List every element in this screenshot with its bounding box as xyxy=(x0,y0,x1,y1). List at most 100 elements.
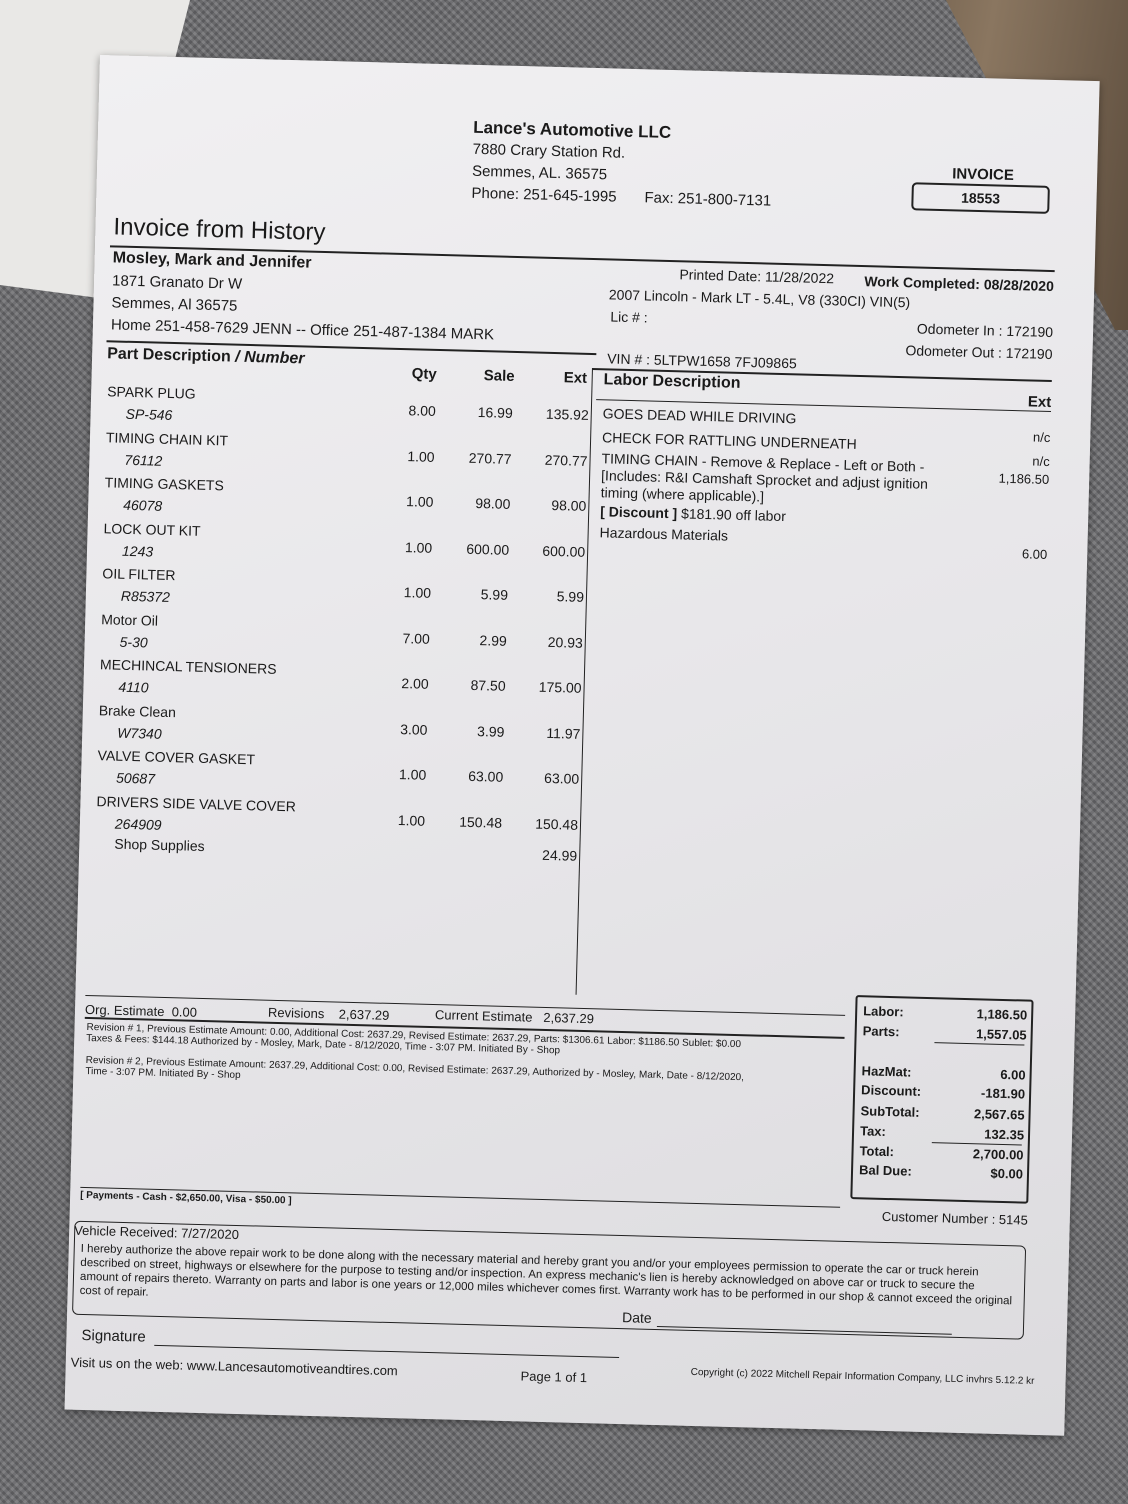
part-sale: 3.99 xyxy=(476,722,505,740)
part-number: 264909 xyxy=(114,815,162,833)
org-estimate-value: 0.00 xyxy=(171,1004,198,1020)
customer-street: 1871 Granato Dr W xyxy=(111,272,243,293)
vehicle-description: 2007 Lincoln - Mark LT - 5.4L, V8 (330CI… xyxy=(608,286,911,311)
part-ext: 270.77 xyxy=(544,451,588,469)
part-ext: 20.93 xyxy=(547,633,584,651)
part-name: OIL FILTER xyxy=(102,565,176,584)
part-qty: 1.00 xyxy=(407,447,435,465)
part-qty: 1.00 xyxy=(397,811,426,829)
total-value: 132.35 xyxy=(984,1126,1025,1143)
odometer-out: Odometer Out : 172190 xyxy=(905,342,1053,363)
total-value: 6.00 xyxy=(1000,1066,1026,1083)
shop-address-line1: 7880 Crary Station Rd. xyxy=(472,140,626,162)
totals-list: Labor: 1,186.50 Parts: 1,557.05 HazMat: 6.00 D… xyxy=(100,55,1100,1181)
qty-header: Qty xyxy=(411,365,437,383)
part-number: R85372 xyxy=(120,587,171,606)
part-number: 46078 xyxy=(123,496,163,514)
sale-header: Sale xyxy=(483,367,515,385)
part-number: 5-30 xyxy=(119,633,148,650)
part-description-header: Part Description xyxy=(106,345,231,366)
part-qty: 3.00 xyxy=(400,720,428,738)
part-ext: 11.97 xyxy=(546,724,581,742)
customer-phones: Home 251-458-7629 JENN -- Office 251-487… xyxy=(110,316,495,344)
part-sale: 5.99 xyxy=(480,586,509,603)
part-name: LOCK OUT KIT xyxy=(103,519,201,539)
part-number: W7340 xyxy=(117,724,162,742)
part-ext: 175.00 xyxy=(538,678,582,696)
labor-ext: 6.00 xyxy=(1021,546,1048,562)
odometer-in: Odometer In : 172190 xyxy=(916,320,1054,341)
part-number: 50687 xyxy=(115,769,156,787)
part-number: SP-546 xyxy=(125,405,173,424)
total-label: Bal Due: xyxy=(858,1162,912,1179)
labor-ext: n/c xyxy=(1032,453,1050,469)
part-qty: 8.00 xyxy=(408,402,437,419)
document-title: Invoice from History xyxy=(113,213,326,246)
part-ext: 135.92 xyxy=(545,405,589,423)
part-number: 4110 xyxy=(118,678,149,696)
part-name: VALVE COVER GASKET xyxy=(97,747,256,768)
part-qty: 1.00 xyxy=(405,493,434,510)
discount-text: $181.90 off labor xyxy=(680,505,787,525)
total-value: 2,567.65 xyxy=(973,1106,1025,1123)
invoice-label: INVOICE xyxy=(951,165,1015,184)
total-label: SubTotal: xyxy=(860,1103,920,1120)
revisions-label: Revisions xyxy=(267,1004,325,1022)
total-value: 1,557.05 xyxy=(975,1026,1027,1043)
part-sale: 2.99 xyxy=(479,631,508,649)
part-sale: 98.00 xyxy=(475,494,511,512)
page-number: Page 1 of 1 xyxy=(520,1368,588,1386)
part-qty: 1.00 xyxy=(398,766,427,783)
discount-tag: [ Discount ] xyxy=(600,503,678,522)
total-label: Discount: xyxy=(860,1082,922,1099)
shop-supplies-label: Shop Supplies xyxy=(114,835,205,855)
customer-number: Customer Number : 5145 xyxy=(881,1208,1029,1228)
part-name: MECHINCAL TENSIONERS xyxy=(99,656,277,677)
labor-ext-header: Ext xyxy=(1027,393,1052,412)
part-name: Motor Oil xyxy=(101,610,159,629)
ext-header: Ext xyxy=(563,369,588,387)
license-number: Lic # : xyxy=(610,308,648,326)
total-label: HazMat: xyxy=(861,1063,912,1080)
labor-line: GOES DEAD WHILE DRIVING xyxy=(602,405,797,427)
total-label: Tax: xyxy=(859,1123,887,1139)
work-completed-date: Work Completed: 08/28/2020 xyxy=(864,273,1055,295)
shop-address-line2: Semmes, AL. 36575 xyxy=(471,162,608,184)
part-ext: 150.48 xyxy=(535,815,579,833)
labor-description-header: Labor Description xyxy=(603,371,741,392)
current-estimate-value: 2,637.29 xyxy=(543,1009,595,1027)
copyright: Copyright (c) 2022 Mitchell Repair Infor… xyxy=(690,1366,1035,1387)
part-sale: 270.77 xyxy=(468,449,512,467)
total-value: 1,186.50 xyxy=(976,1006,1028,1023)
labor-line: timing (where applicable).] xyxy=(600,484,765,505)
labor-line: CHECK FOR RATTLING UNDERNEATH xyxy=(601,429,857,452)
shop-fax: Fax: 251-800-7131 xyxy=(644,189,772,210)
total-value: 2,700.00 xyxy=(972,1146,1024,1163)
part-number: 1243 xyxy=(121,542,154,560)
part-qty: 7.00 xyxy=(402,629,431,647)
part-ext: 63.00 xyxy=(543,769,580,787)
part-qty: 1.00 xyxy=(403,584,432,601)
shop-phone: Phone: 251-645-1995 xyxy=(471,184,617,206)
labor-ext: n/c xyxy=(1032,429,1051,446)
part-ext: 5.99 xyxy=(556,588,585,605)
part-ext: 600.00 xyxy=(542,542,586,560)
date-label: Date xyxy=(621,1309,652,1326)
shop-name: Lance's Automotive LLC xyxy=(472,117,672,142)
part-sale: 600.00 xyxy=(466,540,510,558)
part-sale: 16.99 xyxy=(477,404,513,421)
printed-date: Printed Date: 11/28/2022 xyxy=(679,266,835,287)
website[interactable]: Visit us on the web: www.Lancesautomotiv… xyxy=(70,1354,398,1379)
signature-line[interactable] xyxy=(154,1344,620,1359)
current-estimate-label: Current Estimate xyxy=(434,1007,533,1025)
part-sale: 63.00 xyxy=(467,767,504,785)
part-name: DRIVERS SIDE VALVE COVER xyxy=(96,792,297,814)
signature-label: Signature xyxy=(81,1326,146,1346)
part-sale: 150.48 xyxy=(459,813,503,831)
part-ext: 98.00 xyxy=(551,496,587,514)
part-qty: 2.00 xyxy=(401,675,429,692)
total-value: $0.00 xyxy=(990,1165,1024,1182)
customer-name: Mosley, Mark and Jennifer xyxy=(112,249,312,272)
labor-ext: 1,186.50 xyxy=(998,470,1050,487)
part-qty: 1.00 xyxy=(404,538,433,556)
